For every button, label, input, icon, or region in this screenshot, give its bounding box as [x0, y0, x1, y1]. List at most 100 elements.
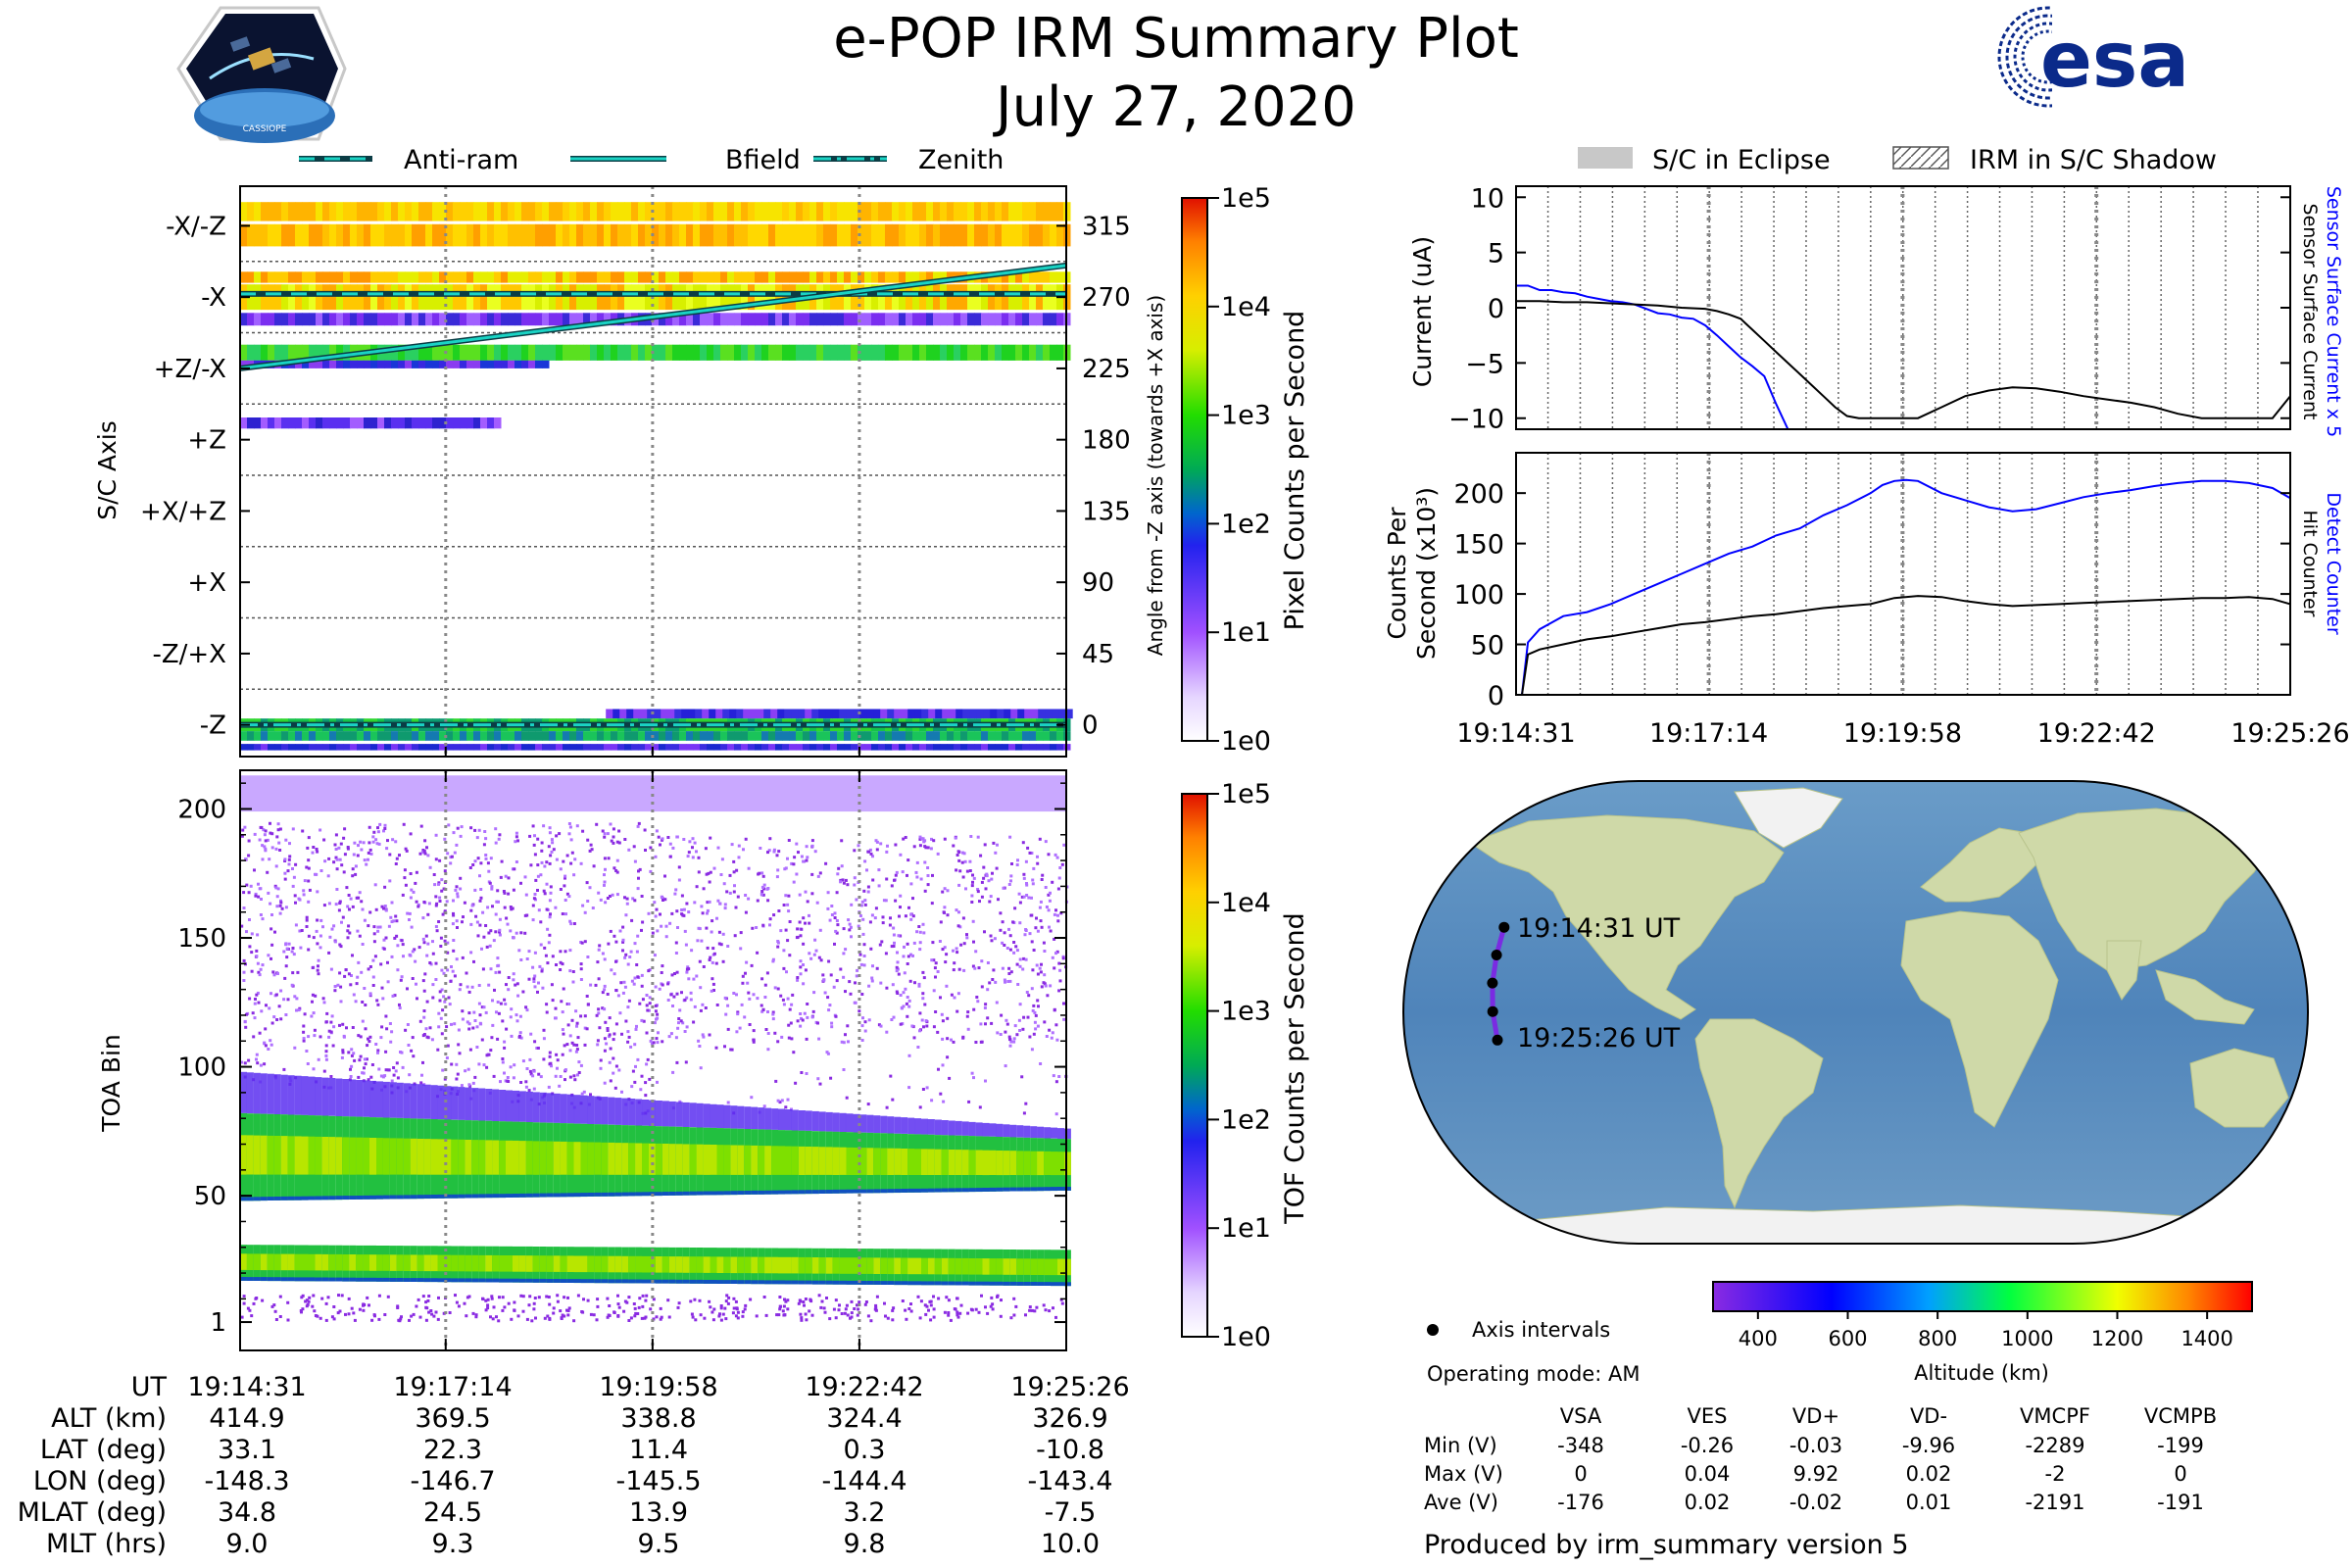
- toa-low-dot: [484, 1308, 488, 1312]
- toa-noise-dot: [489, 967, 493, 971]
- toa-noise-dot: [1047, 908, 1051, 912]
- toa-noise-dot: [645, 1062, 649, 1066]
- toa-low-dot: [350, 1306, 354, 1310]
- sc-heat-cell: [398, 417, 406, 429]
- sc-heat-cell: [281, 202, 289, 221]
- toa-noise-dot: [673, 892, 677, 896]
- toa-noise-dot: [333, 940, 337, 944]
- toa-noise-dot: [870, 976, 874, 980]
- toa-noise-dot: [474, 914, 478, 918]
- toa-noise-dot: [897, 934, 901, 938]
- toa-band-edge: [921, 1281, 928, 1286]
- sc-heat-cell: [858, 731, 865, 741]
- sc-heat-cell: [473, 417, 481, 429]
- sc-heat-cell: [322, 313, 330, 326]
- toa-band-core: [927, 1257, 935, 1275]
- toa-noise-dot: [259, 825, 263, 829]
- toa-noise-dot: [459, 834, 463, 838]
- toa-noise-dot: [392, 1066, 396, 1069]
- toa-noise-dot: [1048, 925, 1051, 929]
- toa-noise-dot: [638, 867, 642, 871]
- sc-heat-cell: [796, 313, 804, 326]
- page-date: July 27, 2020: [993, 75, 1356, 139]
- sc-heat-cell: [782, 271, 790, 283]
- toa-noise-dot: [776, 945, 780, 949]
- toa-low-dot: [510, 1317, 514, 1321]
- toa-noise-dot: [353, 1058, 357, 1062]
- toa-low-dot: [819, 1305, 823, 1309]
- sc-heat-cell: [583, 202, 591, 221]
- sc-heat-cell: [755, 284, 762, 311]
- toa-noise-dot: [1027, 896, 1031, 900]
- toa-noise-dot: [456, 826, 460, 830]
- sc-heat-cell: [384, 360, 392, 368]
- toa-noise-dot: [718, 902, 722, 906]
- toa-low-dot: [838, 1303, 841, 1307]
- toa-noise-dot: [1022, 876, 1026, 880]
- toa-noise-dot: [889, 916, 892, 920]
- toa-low-dot: [927, 1308, 930, 1312]
- toa-low-dot: [566, 1313, 570, 1317]
- toa-noise-dot: [895, 870, 899, 874]
- sc-heat-cell: [261, 284, 269, 311]
- toa-noise-dot: [782, 949, 786, 953]
- toa-noise-dot: [805, 845, 808, 849]
- toa-low-dot: [884, 1314, 887, 1318]
- sc-heat-cell: [611, 731, 618, 741]
- toa-low-dot: [595, 1318, 599, 1322]
- sc-heat-cell: [761, 202, 769, 221]
- sc-heat-cell: [617, 223, 625, 247]
- sc-heat-cell: [316, 344, 323, 361]
- sc-heat-cell: [274, 284, 282, 311]
- toa-low-dot: [891, 1308, 895, 1312]
- toa-noise-dot: [752, 1040, 756, 1044]
- toa-noise-dot: [340, 1055, 344, 1059]
- toa-band-edge: [308, 1277, 316, 1282]
- sc-heat-cell: [247, 223, 255, 247]
- sc-heat-cell: [667, 709, 675, 719]
- sc-heat-cell: [254, 313, 262, 326]
- toa-noise-dot: [901, 870, 905, 874]
- sc-heat-cell: [693, 731, 701, 741]
- toa-noise-dot: [766, 1048, 770, 1052]
- sc-heat-cell: [926, 271, 934, 283]
- sc-heat-cell: [949, 709, 956, 719]
- toa-low-dot: [990, 1296, 994, 1299]
- sc-heat-cell: [432, 744, 440, 751]
- toa-noise-dot: [345, 1026, 348, 1030]
- toa-noise-dot: [284, 906, 288, 909]
- toa-band-core: [321, 1253, 329, 1271]
- toa-low-dot: [823, 1310, 827, 1314]
- toa-noise-dot: [329, 967, 333, 971]
- toa-band: [240, 1071, 1071, 1201]
- toa-noise-dot: [896, 951, 899, 955]
- toa-low-dot: [442, 1311, 446, 1315]
- toa-noise-dot: [240, 1060, 244, 1064]
- toa-noise-dot: [776, 868, 780, 872]
- toa-low-dot: [242, 1301, 246, 1305]
- toa-noise-dot: [751, 926, 755, 930]
- toa-band-edge: [662, 1279, 669, 1284]
- toa-low-dot: [427, 1295, 431, 1298]
- toa-noise-dot: [496, 889, 500, 893]
- toa-noise-dot: [1015, 962, 1019, 966]
- toa-low-dot: [923, 1303, 927, 1307]
- sc-heat-cell: [418, 284, 426, 311]
- toa-noise-dot: [776, 1040, 780, 1044]
- toa-noise-dot: [664, 935, 668, 939]
- toa-noise-dot: [533, 1040, 537, 1044]
- sc-heat-cell: [281, 744, 289, 751]
- toa-low-dot: [783, 1313, 787, 1317]
- toa-noise-dot: [1047, 853, 1051, 857]
- sc-heat-cell: [693, 344, 701, 361]
- sc-heat-cell: [569, 271, 577, 283]
- toa-low-dot: [736, 1316, 740, 1320]
- toa-noise-dot: [259, 967, 263, 971]
- toa-band-edge: [825, 1190, 833, 1194]
- toa-low-dot: [521, 1295, 525, 1298]
- toa-noise-dot: [410, 888, 414, 892]
- sc-heat-cell: [473, 271, 481, 283]
- toa-noise-dot: [923, 839, 927, 843]
- sc-heat-cell: [556, 344, 564, 361]
- toa-noise-dot: [993, 937, 997, 941]
